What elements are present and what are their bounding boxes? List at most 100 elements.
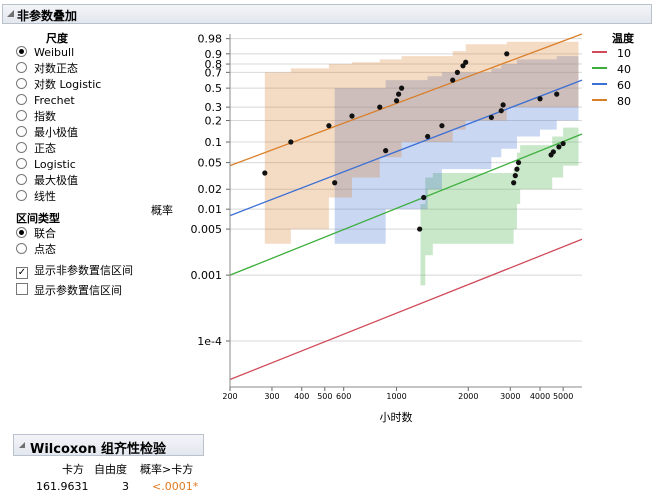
- scale-option[interactable]: 最小极值: [16, 125, 78, 140]
- x-axis-label: 小时数: [380, 411, 413, 424]
- disclosure-triangle-icon[interactable]: [7, 10, 14, 17]
- data-point-40: [417, 226, 423, 232]
- checkbox-checked-icon[interactable]: ✓: [16, 267, 28, 279]
- x-tick-label: 600: [336, 392, 351, 401]
- radio-button-icon[interactable]: [16, 46, 27, 57]
- radio-button-icon[interactable]: [16, 174, 27, 185]
- scale-option-label: Frechet: [34, 94, 75, 107]
- radio-button-icon[interactable]: [16, 78, 27, 89]
- data-point-80: [262, 170, 268, 176]
- x-tick-label: 1000: [386, 392, 406, 401]
- x-tick-label: 400: [294, 392, 309, 401]
- scale-option[interactable]: 正态: [16, 141, 56, 156]
- scale-option-label: Weibull: [34, 46, 75, 59]
- interval-option[interactable]: 点态: [16, 242, 56, 257]
- data-point-40: [556, 144, 562, 150]
- interval-option-label: 联合: [34, 227, 56, 240]
- x-tick-label: 3000: [500, 392, 520, 401]
- legend-swatch-icon: [592, 83, 607, 85]
- data-point-40: [550, 149, 556, 155]
- radio-button-icon[interactable]: [16, 94, 27, 105]
- scale-option[interactable]: 对数正态: [16, 61, 78, 76]
- legend-label: 60: [617, 79, 631, 92]
- data-point-80: [450, 77, 456, 83]
- legend-item: 10: [592, 47, 631, 61]
- radio-button-icon[interactable]: [16, 190, 27, 201]
- data-point-60: [498, 108, 504, 114]
- y-tick-label: 0.9: [205, 48, 223, 61]
- data-point-60: [554, 91, 560, 97]
- scale-option[interactable]: Weibull: [16, 45, 74, 60]
- data-point-60: [500, 102, 506, 108]
- interval-option-label: 点态: [34, 243, 56, 256]
- fit-line-40: [229, 133, 583, 276]
- x-tick-label: 200: [222, 392, 237, 401]
- legend-label: 10: [617, 47, 631, 60]
- section-title: 非参数叠加: [17, 9, 78, 23]
- disclosure-triangle-icon[interactable]: [19, 442, 25, 448]
- wilcoxon-value-chisq: 161.9631: [36, 480, 89, 493]
- y-tick-label: 0.1: [205, 136, 223, 149]
- data-point-80: [460, 63, 466, 69]
- scale-option-label: 对数 Logistic: [34, 78, 102, 91]
- radio-button-icon[interactable]: [16, 158, 27, 169]
- data-point-80: [326, 123, 332, 129]
- section-header-nonparam-overlay[interactable]: 非参数叠加: [2, 4, 652, 24]
- probability-chart: 0.98 0.90.80.7 0.5 0.30.2 0.1 0.05 0.02 0.01 0.0…: [151, 33, 583, 424]
- scale-option-label: Logistic: [34, 158, 76, 171]
- checkbox-unchecked-icon[interactable]: [16, 283, 28, 295]
- y-tick-label: 0.3: [205, 101, 223, 114]
- radio-button-icon[interactable]: [16, 243, 27, 254]
- scale-option[interactable]: Frechet: [16, 93, 75, 108]
- show-nonparam-ci-checkbox[interactable]: ✓ 显示非参数置信区间: [16, 263, 133, 279]
- scale-option-label: 最大极值: [34, 174, 78, 187]
- data-point-60: [537, 96, 543, 102]
- data-point-80: [399, 85, 405, 91]
- data-point-80: [396, 91, 402, 97]
- radio-button-icon[interactable]: [16, 227, 27, 238]
- legend-title: 温度: [612, 32, 634, 45]
- data-point-60: [383, 148, 389, 154]
- scale-option[interactable]: Logistic: [16, 157, 76, 172]
- radio-button-icon[interactable]: [16, 110, 27, 121]
- wilcoxon-value-prob: <.0001*: [152, 480, 199, 493]
- y-tick-label: 1e-4: [197, 335, 222, 348]
- fit-line-80: [229, 33, 583, 167]
- scale-option-label: 正态: [34, 142, 56, 155]
- show-param-ci-checkbox[interactable]: 显示参数置信区间: [16, 283, 122, 298]
- plot-area: [230, 34, 582, 387]
- wilcoxon-section-header[interactable]: Wilcoxon 组齐性检验: [13, 434, 204, 457]
- data-point-80: [504, 51, 510, 57]
- scale-option[interactable]: 指数: [16, 109, 56, 124]
- show-param-ci-label: 显示参数置信区间: [34, 284, 122, 297]
- x-tick-label: 5000: [553, 392, 573, 401]
- y-tick-label: 0.8: [205, 58, 223, 71]
- interval-group-title: 区间类型: [16, 212, 60, 225]
- y-tick-label: 0.01: [198, 203, 223, 216]
- wilcoxon-header-prob: 概率>卡方: [140, 463, 194, 476]
- radio-button-icon[interactable]: [16, 142, 27, 153]
- interval-option[interactable]: 联合: [16, 226, 56, 241]
- data-point-60: [425, 133, 431, 140]
- wilcoxon-title: Wilcoxon 组齐性检验: [30, 442, 166, 457]
- radio-button-icon[interactable]: [16, 62, 27, 73]
- data-point-80: [463, 59, 469, 65]
- legend-label: 80: [617, 95, 631, 108]
- scale-option[interactable]: 最大极值: [16, 173, 78, 188]
- legend-swatch-icon: [592, 51, 607, 53]
- y-tick-label: 0.005: [191, 223, 223, 236]
- legend-label: 40: [617, 63, 631, 76]
- scale-option[interactable]: 线性: [16, 189, 56, 204]
- scale-option[interactable]: 对数 Logistic: [16, 77, 101, 92]
- wilcoxon-value-df: 3: [122, 480, 129, 493]
- radio-button-icon[interactable]: [16, 126, 27, 137]
- data-point-40: [421, 194, 427, 201]
- legend-item: 40: [592, 63, 631, 77]
- legend-item: 60: [592, 79, 631, 93]
- legend-swatch-icon: [592, 99, 607, 101]
- scale-option-label: 对数正态: [34, 62, 78, 75]
- show-nonparam-ci-label: 显示非参数置信区间: [34, 264, 133, 277]
- data-point-80: [377, 104, 383, 110]
- data-point-60: [488, 114, 494, 121]
- data-point-80: [454, 69, 460, 75]
